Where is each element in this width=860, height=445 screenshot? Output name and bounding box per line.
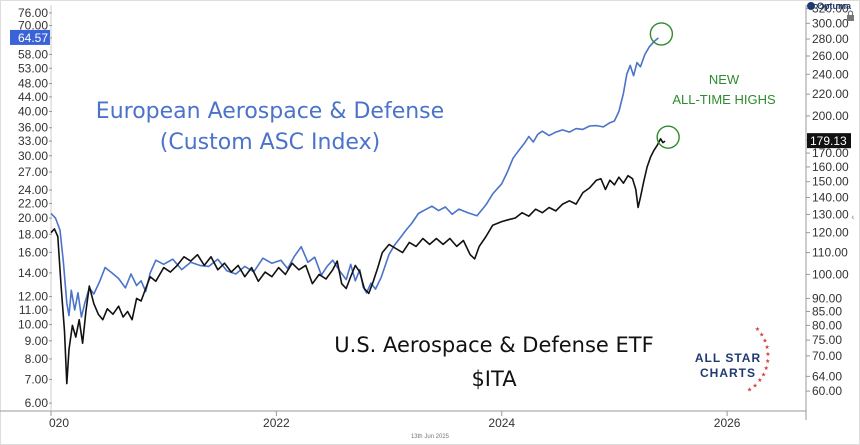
right-last-value-tag	[807, 133, 851, 149]
right-tick-label: 260.00	[812, 49, 849, 63]
right-tick-label: 280.00	[812, 32, 849, 46]
optuma-logo-icon	[807, 2, 815, 10]
european-index-line	[50, 37, 659, 318]
right-tick-label: 130.00	[812, 207, 849, 221]
left-tick-label: 6.00	[25, 396, 49, 410]
logo-star-icon: ★	[757, 377, 762, 384]
x-tick-label: 020	[49, 416, 69, 430]
logo-star-icon: ★	[755, 326, 760, 333]
left-tick-label: 11.00	[19, 303, 48, 317]
ath-highlight-circle	[656, 125, 680, 149]
logo-star-icon: ★	[763, 365, 768, 372]
right-tick-label: 120.00	[812, 226, 849, 240]
left-tick-label: 30.00	[18, 149, 48, 163]
right-tick-label: 70.00	[812, 349, 842, 363]
logo-line1: ALL STAR	[695, 351, 761, 365]
left-tick-label: 24.00	[18, 183, 48, 197]
ita-annotation-line2: $ITA	[471, 367, 517, 391]
lock-icon[interactable]	[847, 10, 854, 21]
right-tick-label: 140.00	[812, 190, 849, 204]
logo-star-icon: ★	[762, 338, 767, 345]
left-tick-label: 14.00	[18, 266, 48, 280]
ita-etf-line	[50, 138, 666, 385]
right-tick-label: 320.00	[812, 2, 849, 16]
logo-star-icon: ★	[752, 382, 757, 389]
logo-star-icon: ★	[759, 331, 764, 338]
logo-star-icon: ★	[747, 387, 752, 394]
left-tick-label: 27.00	[18, 165, 48, 179]
x-tick-label: 2024	[488, 416, 515, 430]
optuma-brand-text: Optuma	[817, 1, 852, 11]
logo-stars: ★★★★★★★★★★★	[747, 326, 771, 394]
european-annotation-line1: European Aerospace & Defense	[96, 99, 444, 124]
left-tick-label: 70.00	[18, 19, 48, 33]
left-last-value-label: 64.57	[18, 31, 48, 45]
left-tick-label: 12.00	[18, 290, 48, 304]
right-tick-label: 170.00	[812, 146, 849, 160]
logo-star-icon: ★	[765, 358, 770, 365]
left-tick-label: 58.00	[18, 47, 48, 61]
left-tick-label: 16.00	[18, 245, 48, 259]
left-tick-label: 20.00	[18, 211, 48, 225]
left-tick-label: 33.00	[18, 134, 48, 148]
left-tick-label: 36.00	[18, 121, 48, 135]
logo-star-icon: ★	[761, 371, 766, 378]
right-tick-label: 60.00	[812, 384, 842, 398]
right-tick-label: 90.00	[812, 291, 842, 305]
right-tick-label: 110.00	[812, 246, 848, 260]
ath-highlight-circle	[649, 22, 674, 46]
right-tick-label: 80.00	[812, 318, 842, 332]
left-tick-label: 44.00	[18, 90, 48, 104]
left-tick-label: 9.00	[25, 334, 49, 348]
european-annotation-line2: (Custom ASC Index)	[160, 130, 380, 155]
right-tick-label: 85.00	[812, 305, 842, 319]
x-tick-label: 2022	[263, 416, 290, 430]
optuma-brand: Optuma	[807, 1, 852, 11]
right-tick-label: 200.00	[812, 109, 849, 123]
ita-annotation-line1: U.S. Aerospace & Defense ETF	[334, 333, 653, 357]
logo-line2: CHARTS	[700, 366, 756, 380]
x-axis-ticks: 020 2022 2024 2026	[49, 411, 741, 430]
left-tick-label: 76.00	[18, 6, 48, 20]
left-tick-label: 40.00	[18, 105, 48, 119]
left-tick-label: 8.00	[25, 352, 49, 366]
highlight-circles	[649, 22, 680, 149]
left-last-value-tag	[10, 29, 50, 45]
right-tick-label: 300.00	[812, 16, 849, 30]
lock-icon-body	[847, 15, 854, 21]
ath-annotation-line1: NEW	[709, 72, 740, 87]
right-tick-label: 160.00	[812, 160, 849, 174]
left-tick-label: 53.00	[18, 61, 48, 75]
left-tick-label: 10.00	[18, 318, 48, 332]
left-tick-label: 48.00	[18, 77, 48, 91]
right-tick-label: 220.00	[812, 87, 849, 101]
date-readout: 13th Jun 2025	[411, 434, 450, 440]
x-tick-label: 2026	[714, 416, 741, 430]
allstarcharts-logo: ★★★★★★★★★★★ ALL STAR CHARTS	[695, 326, 771, 394]
right-tick-label: 75.00	[812, 333, 842, 347]
right-tick-label: 100.00	[812, 267, 849, 281]
left-tick-label: 18.00	[18, 227, 48, 241]
series-layer	[50, 37, 666, 385]
right-tick-label: 150.00	[812, 175, 849, 189]
lock-icon-shackle	[847, 10, 854, 15]
logo-star-icon: ★	[764, 344, 769, 351]
right-last-value-label: 179.13	[810, 134, 847, 148]
left-tick-label: 7.00	[25, 372, 49, 386]
left-tick-label: 22.00	[18, 196, 48, 210]
right-tick-label: 64.00	[812, 369, 842, 383]
right-tick-label: 240.00	[812, 67, 849, 81]
ath-annotation-line2: ALL-TIME HIGHS	[672, 92, 776, 107]
collapse-arrow-icon[interactable]: ‹	[851, 213, 855, 223]
logo-star-icon: ★	[765, 351, 770, 358]
